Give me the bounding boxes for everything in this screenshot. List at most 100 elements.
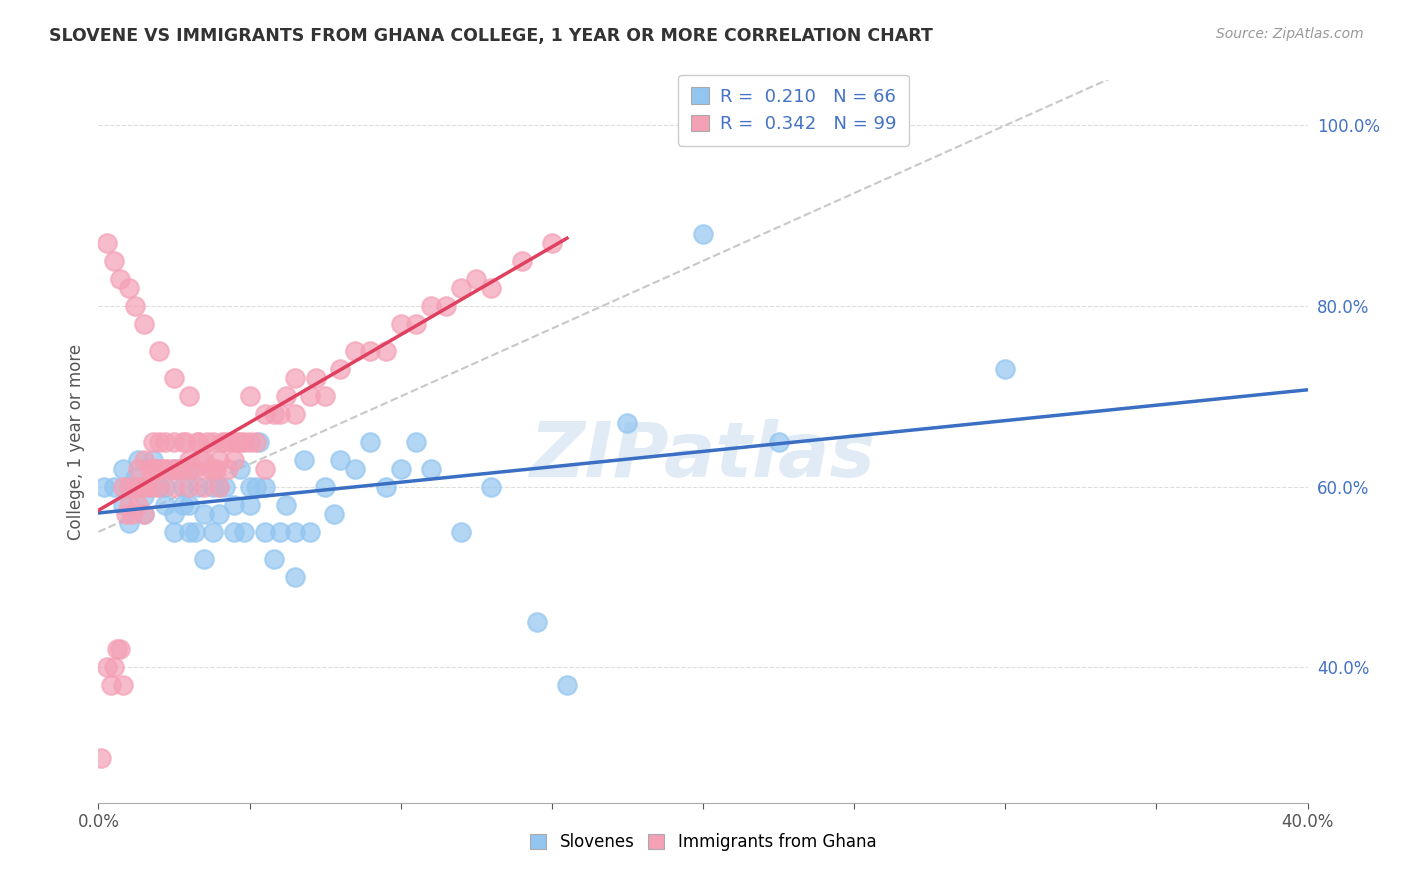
Point [142,480,165,494]
Point [135,480,157,494]
Point [344,344,367,359]
Point [224,452,246,467]
Point [184,461,207,475]
Point [389,317,412,331]
Point [374,344,396,359]
Point [139,480,162,494]
Point [239,498,262,512]
Point [132,507,155,521]
Point [124,299,146,313]
Point [274,389,297,403]
Text: Source: ZipAtlas.com: Source: ZipAtlas.com [1216,27,1364,41]
Point [269,524,291,539]
Point [169,461,191,475]
Point [434,299,457,313]
Point [208,480,231,494]
Point [172,480,194,494]
Point [174,434,197,449]
Point [229,434,252,449]
Point [179,498,201,512]
Point [103,254,125,268]
Point [510,254,533,268]
Point [172,461,194,475]
Point [360,434,382,449]
Point [211,434,233,449]
Point [179,480,201,494]
Point [111,678,134,692]
Point [526,615,548,630]
Point [202,434,225,449]
Point [118,516,141,530]
Point [132,452,155,467]
Point [200,461,222,475]
Point [153,461,176,475]
Point [692,227,714,241]
Point [292,452,315,467]
Point [323,507,346,521]
Point [96,235,118,250]
Point [263,552,285,566]
Point [93,480,115,494]
Point [208,452,231,467]
Point [163,461,186,475]
Point [184,524,207,539]
Point [163,480,186,494]
Point [195,434,218,449]
Point [389,461,412,475]
Point [284,371,307,385]
Point [299,524,322,539]
Point [179,389,201,403]
Point [166,461,188,475]
Point [127,498,149,512]
Point [202,461,225,475]
Point [208,507,231,521]
Point [179,461,201,475]
Point [994,362,1017,376]
Point [232,434,254,449]
Point [465,272,488,286]
Point [214,434,236,449]
Point [329,452,352,467]
Point [124,480,146,494]
Point [145,461,167,475]
Point [284,408,307,422]
Point [221,434,243,449]
Point [142,461,165,475]
Point [253,480,276,494]
Point [305,371,328,385]
Point [111,480,134,494]
Point [253,524,276,539]
Point [187,480,209,494]
Point [148,344,170,359]
Point [153,498,176,512]
Point [118,281,141,295]
Point [405,317,427,331]
Point [148,480,170,494]
Point [239,389,262,403]
Point [245,480,267,494]
Point [172,498,194,512]
Point [193,480,215,494]
Point [150,461,173,475]
Point [284,524,307,539]
Point [121,507,143,521]
Point [100,678,122,692]
Point [768,434,790,449]
Point [103,480,125,494]
Point [299,389,322,403]
Text: SLOVENE VS IMMIGRANTS FROM GHANA COLLEGE, 1 YEAR OR MORE CORRELATION CHART: SLOVENE VS IMMIGRANTS FROM GHANA COLLEGE… [49,27,934,45]
Point [124,471,146,485]
Point [90,750,112,764]
Point [450,281,472,295]
Point [314,389,336,403]
Point [163,461,186,475]
Point [108,642,131,657]
Y-axis label: College, 1 year or more: College, 1 year or more [66,343,84,540]
Point [148,480,170,494]
Point [314,480,336,494]
Point [232,524,254,539]
Point [139,461,162,475]
Point [540,235,562,250]
Point [405,434,427,449]
Point [229,461,252,475]
